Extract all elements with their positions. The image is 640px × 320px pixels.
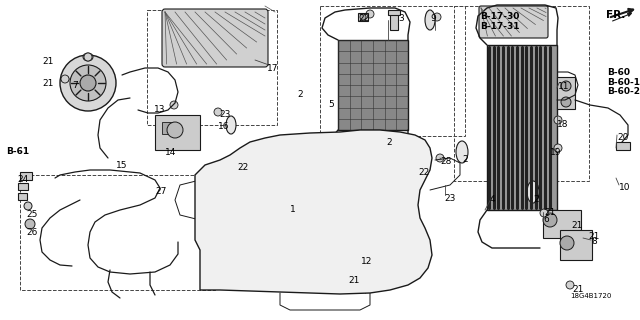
Circle shape (433, 13, 441, 21)
Text: B-61: B-61 (6, 147, 29, 156)
Text: 1: 1 (290, 205, 296, 214)
Circle shape (540, 209, 548, 217)
Circle shape (561, 97, 571, 107)
Ellipse shape (61, 76, 69, 82)
Text: 21: 21 (42, 79, 53, 88)
Text: 22: 22 (418, 168, 429, 177)
Circle shape (24, 202, 32, 210)
Circle shape (60, 55, 116, 111)
Text: 2: 2 (297, 90, 303, 99)
Text: 12: 12 (361, 257, 372, 266)
Text: 25: 25 (26, 210, 37, 219)
Text: 2: 2 (533, 195, 539, 204)
Circle shape (366, 10, 374, 18)
Text: 16: 16 (218, 122, 230, 131)
Circle shape (61, 75, 69, 83)
Bar (390, 12, 398, 30)
Circle shape (436, 154, 444, 162)
Text: 23: 23 (219, 110, 230, 119)
Text: 21: 21 (571, 221, 582, 230)
Ellipse shape (83, 53, 93, 61)
Bar (560, 230, 592, 260)
Circle shape (554, 144, 562, 152)
Text: 27: 27 (155, 187, 166, 196)
Text: 18: 18 (557, 120, 568, 129)
Circle shape (84, 53, 92, 61)
Bar (358, 13, 368, 21)
Circle shape (80, 75, 96, 91)
Bar (487, 45, 557, 210)
Bar (543, 210, 581, 238)
Ellipse shape (425, 10, 435, 30)
Text: 2: 2 (386, 138, 392, 147)
Text: FR.: FR. (606, 10, 625, 20)
Circle shape (566, 281, 574, 289)
Bar (388, 10, 400, 15)
Circle shape (360, 14, 366, 20)
Ellipse shape (382, 132, 394, 152)
Text: 11: 11 (558, 82, 570, 91)
Text: 19: 19 (550, 148, 561, 157)
Text: 23: 23 (444, 194, 456, 203)
Bar (338, 40, 408, 130)
Bar (616, 142, 630, 150)
Text: B-17-30
B-17-31: B-17-30 B-17-31 (480, 12, 520, 31)
Text: 21: 21 (588, 232, 600, 241)
Text: 17: 17 (267, 64, 278, 73)
Text: 21: 21 (348, 276, 360, 285)
Text: 8: 8 (591, 237, 596, 246)
Bar (20, 172, 32, 180)
Bar (162, 122, 174, 134)
Ellipse shape (456, 141, 468, 163)
Text: 10: 10 (619, 183, 630, 192)
Text: 4: 4 (490, 195, 495, 204)
Circle shape (554, 116, 562, 124)
Text: 9: 9 (430, 14, 436, 23)
Text: 14: 14 (165, 148, 177, 157)
Bar (155, 115, 200, 150)
Circle shape (214, 108, 222, 116)
Bar (147, 10, 277, 125)
Text: 28: 28 (440, 157, 451, 166)
Text: 24: 24 (17, 175, 28, 184)
Ellipse shape (226, 116, 236, 134)
Text: 13: 13 (154, 105, 166, 114)
Circle shape (561, 81, 571, 91)
Circle shape (167, 122, 183, 138)
Bar (18, 183, 28, 190)
Text: 15: 15 (116, 161, 127, 170)
Text: 2: 2 (462, 155, 468, 164)
Text: 21: 21 (42, 57, 53, 66)
Circle shape (70, 65, 106, 101)
Polygon shape (195, 130, 432, 294)
FancyBboxPatch shape (479, 6, 548, 38)
Text: 18G4B1720: 18G4B1720 (570, 293, 611, 299)
Circle shape (170, 101, 178, 109)
Text: 21: 21 (544, 208, 556, 217)
Circle shape (543, 213, 557, 227)
Bar (20, 175, 215, 290)
Text: 21: 21 (572, 285, 584, 294)
Text: B-60
B-60-1
B-60-2: B-60 B-60-1 B-60-2 (607, 68, 640, 96)
Text: 26: 26 (26, 228, 37, 237)
Text: 20: 20 (617, 133, 628, 142)
Circle shape (560, 236, 574, 250)
Bar (454, 6, 589, 181)
Text: 7: 7 (72, 81, 77, 90)
Text: 5: 5 (328, 100, 333, 109)
Ellipse shape (527, 181, 539, 203)
Bar (320, 6, 465, 136)
Text: 22: 22 (237, 163, 248, 172)
Bar (557, 77, 575, 109)
Text: 22: 22 (358, 14, 369, 23)
FancyBboxPatch shape (162, 9, 268, 67)
Text: 6: 6 (543, 215, 548, 224)
Bar (18, 193, 27, 200)
Circle shape (25, 219, 35, 229)
Text: 3: 3 (398, 14, 404, 23)
